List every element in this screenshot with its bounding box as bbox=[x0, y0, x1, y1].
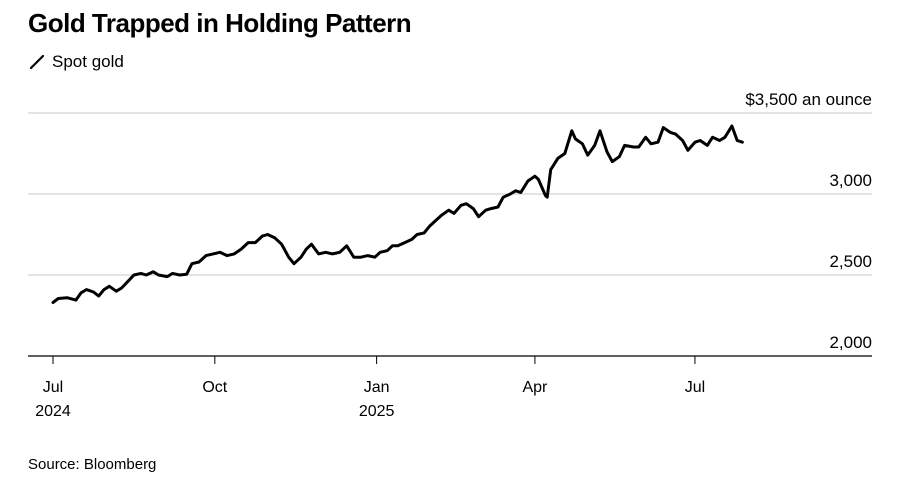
x-tick-year-label: 2024 bbox=[35, 403, 71, 420]
y-tick-label: 2,500 bbox=[829, 252, 872, 271]
x-tick-year-label: 2025 bbox=[359, 403, 395, 420]
x-tick-label: Apr bbox=[522, 379, 548, 396]
gridlines bbox=[28, 112, 872, 357]
x-tick-label: Jul bbox=[685, 379, 705, 396]
y-tick-label: 3,000 bbox=[829, 171, 872, 190]
legend-line-swatch bbox=[29, 54, 45, 70]
source-note: Source: Bloomberg bbox=[28, 456, 157, 473]
x-tick-label: Oct bbox=[202, 379, 227, 396]
y-tick-label: 2,000 bbox=[829, 333, 872, 352]
y-axis-ticks: $3,500 an ounce 3,000 2,500 2,000 bbox=[745, 90, 872, 352]
legend: Spot gold bbox=[28, 52, 124, 72]
x-tick-label: Jul bbox=[43, 379, 63, 396]
legend-label-spot-gold: Spot gold bbox=[52, 52, 124, 71]
x-tick-label: Jan bbox=[364, 379, 390, 396]
series-layer bbox=[51, 124, 744, 304]
series-line-spot-gold bbox=[51, 124, 744, 304]
x-axis: Jul 2024 Oct Jan 2025 Apr Jul bbox=[35, 356, 705, 420]
y-tick-label: $3,500 an ounce bbox=[745, 90, 872, 109]
chart-title: Gold Trapped in Holding Pattern bbox=[28, 8, 412, 38]
